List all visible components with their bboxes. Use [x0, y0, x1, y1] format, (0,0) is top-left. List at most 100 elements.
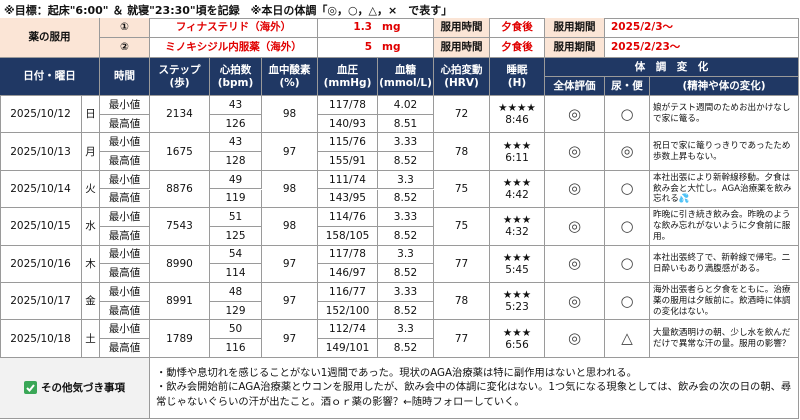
cell-text: ○	[620, 104, 634, 123]
cell-text: 火	[85, 182, 96, 195]
cell-text: 3.3	[397, 323, 414, 336]
cell-text: 5	[364, 41, 372, 54]
cell-text: 143/95	[329, 192, 366, 205]
cell-text: (歩)	[169, 76, 190, 89]
cell-text: 2025/10/13	[10, 145, 71, 158]
cell-text: ★★★	[502, 176, 532, 189]
footer-label-text: その他気づき事項	[41, 381, 125, 394]
cell-text: 77	[454, 257, 469, 270]
cell-text: 152/100	[325, 304, 370, 317]
cell-text: 117/78	[329, 98, 366, 111]
blood-pressure-max: 146/97	[318, 264, 378, 283]
cell-text: 77	[454, 332, 469, 345]
cell-text: 48	[228, 285, 243, 298]
cell-text: 2025/2/3〜	[611, 21, 674, 34]
cell-text: 最小値	[108, 98, 141, 111]
blood-pressure-max: 143/95	[318, 189, 378, 209]
condition-note: 大量飲酒明けの朝、少し水を飲んだだけで異常な汗の量。服用の影響？	[650, 320, 799, 358]
glucose-max: 8.52	[378, 189, 434, 209]
cell-text: 3.3	[397, 248, 414, 261]
header-column: 心拍変動 (HRV)	[434, 58, 490, 96]
cell-text: mg	[382, 41, 401, 54]
hrv: 72	[434, 96, 490, 134]
cell-text: 112/74	[329, 323, 366, 336]
cell-text: 8.52	[393, 267, 418, 280]
glucose-max: 8.52	[378, 339, 434, 358]
hrv: 75	[434, 208, 490, 246]
cell-text: 78	[454, 295, 469, 308]
cell-text: 服用時間	[440, 41, 483, 54]
blood-pressure-min: 116/77	[318, 283, 378, 302]
hrv: 75	[434, 170, 490, 209]
heart-rate-min: 51	[210, 208, 262, 227]
cell-text: 服用期間	[553, 41, 596, 54]
dose-time: 夕食後	[490, 38, 545, 58]
cell-text: ○	[620, 216, 634, 235]
cell-text: 4:32	[505, 226, 529, 239]
glucose-max: 8.52	[378, 301, 434, 321]
cell-text: 本社出張により新幹線移動。夕食は飲み会と大忙し。AGA治療薬を飲み忘れる💦	[653, 172, 792, 205]
cell-text: 7543	[166, 220, 193, 233]
cell-text: ・動悸や息切れを感じることがない1週間であった。現状のAGA治療薬は特に副作用は…	[156, 366, 637, 379]
heart-rate-min: 43	[210, 96, 262, 115]
heart-rate-min: 50	[210, 320, 262, 340]
condition-note: 娘がテスト週間のためお出かけなしで家に篭る。	[650, 96, 799, 134]
medication-label: 薬の服用	[0, 18, 100, 58]
overall-rating: ◎	[545, 283, 605, 321]
cell-text: 8.52	[393, 304, 418, 317]
cell-text: 最高値	[108, 154, 141, 167]
min-label: 最小値	[100, 320, 150, 340]
cell-text: 4.02	[393, 98, 418, 111]
steps: 1789	[150, 320, 210, 358]
glucose-max: 8.52	[378, 152, 434, 171]
date: 2025/10/18	[0, 320, 82, 358]
max-label: 最高値	[100, 339, 150, 358]
cell-text: 海外出張者らと夕食をともに。治療薬の服用は夕飯前に。飲酒時に体調の変化はない。	[653, 285, 791, 317]
cell-text: 6:56	[505, 338, 529, 351]
cell-text: 5:45	[505, 263, 529, 276]
cell-text: 43	[228, 136, 243, 149]
header-column: 心拍数 (bpm)	[210, 58, 262, 96]
cell-text: (精神や体の変化)	[682, 79, 766, 92]
cell-text: 115/76	[329, 136, 366, 149]
blood-pressure-min: 114/76	[318, 208, 378, 227]
cell-text: 155/91	[329, 154, 366, 167]
urine-stool: ○	[605, 208, 650, 246]
date: 2025/10/13	[0, 133, 82, 171]
cell-text: ★★★	[502, 139, 532, 152]
min-label: 最小値	[100, 208, 150, 227]
cell-text: 75	[454, 220, 469, 233]
heart-rate-min: 49	[210, 170, 262, 190]
cell-text: 1789	[166, 332, 193, 345]
cell-text: 8.52	[393, 229, 418, 242]
cell-text: 心拍数	[219, 64, 252, 77]
drug-name: フィナステリド（海外）	[150, 18, 318, 38]
overall-rating: ◎	[545, 245, 605, 283]
cell-text: 服用時間	[440, 21, 483, 34]
glucose-min: 4.02	[378, 96, 434, 115]
cell-text: 158/105	[325, 229, 370, 242]
steps: 8876	[150, 170, 210, 209]
cell-text: 117/78	[329, 248, 366, 261]
cell-text: 5:23	[505, 301, 529, 314]
cell-text: 8.52	[393, 192, 418, 205]
cell-text: ①	[120, 21, 129, 34]
blood-oxygen: 98	[262, 96, 318, 134]
weekday: 金	[82, 283, 100, 321]
cell-text: 薬の服用	[28, 31, 71, 44]
cell-text: 2134	[166, 108, 193, 121]
max-label: 最高値	[100, 114, 150, 134]
steps: 7543	[150, 208, 210, 246]
cell-text: 146/97	[329, 267, 366, 280]
cell-text: 金	[85, 295, 96, 308]
min-label: 最小値	[100, 133, 150, 153]
max-label: 最高値	[100, 264, 150, 283]
header-condition-sub: (精神や体の変化)	[650, 77, 799, 96]
dose-period: 2025/2/3〜	[605, 18, 799, 38]
header-condition: 体 調 変 化	[545, 58, 799, 77]
cell-text: ◎	[567, 291, 582, 310]
condition-note: 昨晩に引き続き飲み会。昨晩のような飲み忘れがないように夕食前に服用。	[650, 208, 799, 246]
cell-text: ◎	[567, 104, 582, 123]
cell-text: 75	[454, 182, 469, 195]
cell-text: ★★★	[502, 214, 532, 227]
